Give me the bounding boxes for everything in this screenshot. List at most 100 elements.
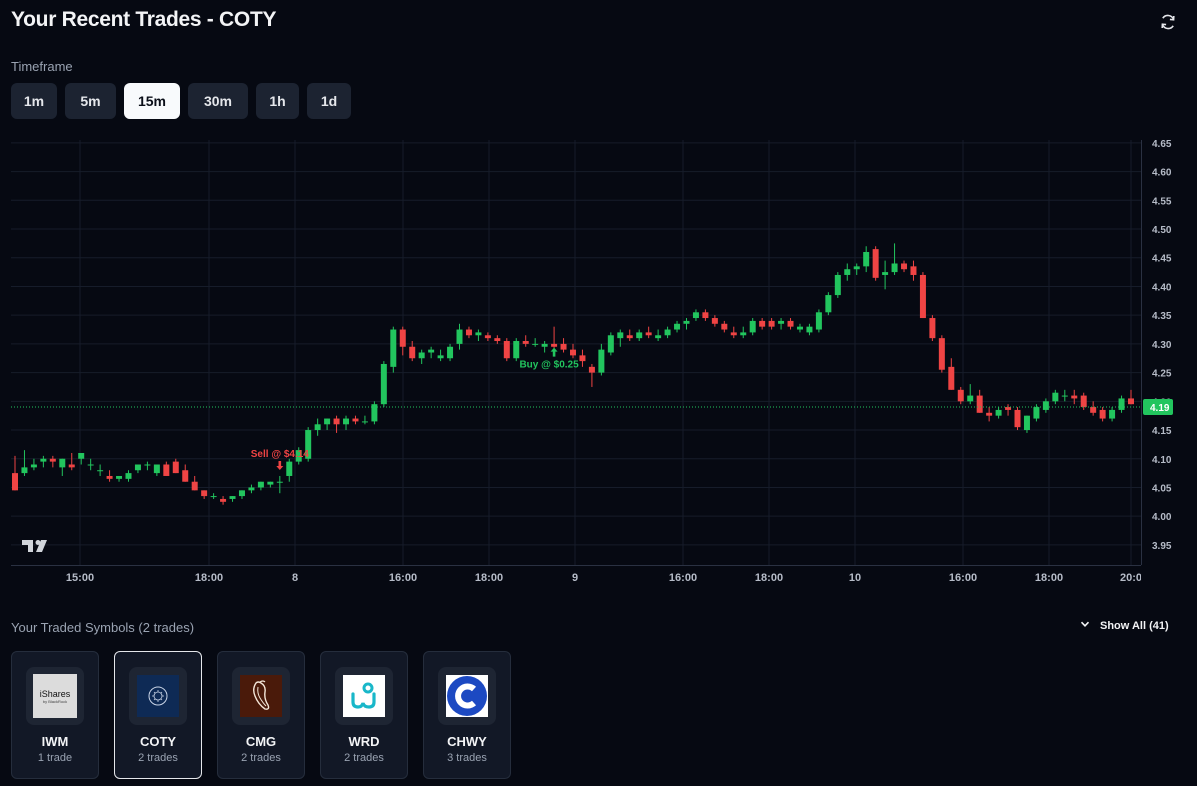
y-tick-label: 4.05 xyxy=(1152,483,1172,494)
candle-body xyxy=(655,335,662,339)
candle-body xyxy=(409,346,416,359)
y-tick-label: 4.55 xyxy=(1152,196,1172,207)
symbol-card-iwm[interactable]: iShares by BlackRock IWM 1 trade xyxy=(11,651,99,779)
candle-body xyxy=(976,395,983,413)
candle-body xyxy=(87,464,94,466)
timeframe-30m-button[interactable]: 30m xyxy=(188,83,248,119)
chewy-logo xyxy=(446,675,488,717)
candlestick-chart[interactable]: Sell @ $4.14 Buy @ $0.25 15:00 18:00 8 16:00 1… xyxy=(11,140,1141,588)
page-title: Your Recent Trades - COTY xyxy=(11,8,277,31)
candle-body xyxy=(1109,409,1116,419)
candle-body xyxy=(1118,398,1125,410)
timeframe-5m-button[interactable]: 5m xyxy=(65,83,116,119)
symbol-card-wrd[interactable]: WRD 2 trades xyxy=(320,651,408,779)
timeframe-selector: 1m 5m 15m 30m 1h 1d xyxy=(11,83,351,119)
candle-body xyxy=(551,343,558,347)
candle-body xyxy=(182,470,189,482)
candle-body xyxy=(324,418,331,425)
candle-body xyxy=(144,464,151,466)
refresh-icon[interactable] xyxy=(1158,12,1178,32)
show-all-button[interactable]: Show All (41) xyxy=(1080,619,1169,632)
candle-body xyxy=(787,320,794,327)
candle-body xyxy=(97,470,104,472)
candle-body xyxy=(588,366,595,373)
chevron-down-icon xyxy=(1080,619,1090,632)
x-tick-label: 16:00 xyxy=(389,572,417,584)
y-tick-label: 4.00 xyxy=(1152,512,1172,523)
candle-body xyxy=(664,329,671,336)
candle-body xyxy=(295,450,302,462)
y-tick-label: 4.60 xyxy=(1152,168,1172,179)
y-tick-label: 4.40 xyxy=(1152,282,1172,293)
candle-body xyxy=(1071,395,1078,399)
candle-body xyxy=(371,404,378,422)
candle-body xyxy=(418,352,425,359)
x-tick-label: 20:0 xyxy=(1120,572,1141,584)
x-tick-label: 16:00 xyxy=(669,572,697,584)
buy-arrow-icon xyxy=(550,347,558,357)
last-price-badge xyxy=(1143,399,1173,416)
candle-body xyxy=(957,389,964,402)
candle-body xyxy=(740,332,747,336)
candle-body xyxy=(674,323,681,330)
candle-body xyxy=(806,326,813,333)
symbol-card-cmg[interactable]: CMG 2 trades xyxy=(217,651,305,779)
candle-body xyxy=(1005,407,1012,410)
symbol-trade-count: 2 trades xyxy=(344,752,384,764)
candle-body xyxy=(882,272,889,275)
candle-body xyxy=(352,418,359,422)
candle-body xyxy=(465,329,472,336)
candle-body xyxy=(333,418,340,425)
symbol-trade-count: 1 trade xyxy=(37,752,73,764)
candle-body xyxy=(229,496,236,499)
coty-logo xyxy=(137,675,179,717)
candle-body xyxy=(12,473,18,491)
sell-arrow-icon xyxy=(276,460,284,470)
timeframe-1h-button[interactable]: 1h xyxy=(256,83,299,119)
candle-body xyxy=(721,323,728,330)
symbol-ticker: CMG xyxy=(245,734,277,749)
candle-body xyxy=(711,318,718,324)
x-tick-label: 18:00 xyxy=(195,572,223,584)
candle-body xyxy=(863,251,870,267)
candle-body xyxy=(106,475,113,479)
candle-body xyxy=(30,464,37,468)
candle-body xyxy=(163,464,170,476)
candle-body xyxy=(626,335,633,339)
candle-body xyxy=(768,320,775,327)
symbol-card-coty[interactable]: COTY 2 trades xyxy=(114,651,202,779)
candle-body xyxy=(59,458,66,468)
symbol-trade-count: 3 trades xyxy=(447,752,487,764)
candle-body xyxy=(872,249,879,278)
y-tick-label: 4.15 xyxy=(1152,426,1172,437)
symbol-list: iShares by BlackRock IWM 1 trade COTY 2 … xyxy=(11,651,511,779)
candle-body xyxy=(248,487,255,491)
symbol-ticker: CHWY xyxy=(447,734,487,749)
timeframe-15m-button[interactable]: 15m xyxy=(124,83,180,119)
y-tick-label: 3.95 xyxy=(1152,541,1172,552)
y-tick-label: 4.65 xyxy=(1152,140,1172,150)
candle-body xyxy=(380,363,387,405)
last-price-label: 4.19 xyxy=(1150,403,1170,414)
candle-body xyxy=(759,320,766,327)
candle-body xyxy=(986,412,993,416)
candle-body xyxy=(636,332,643,339)
candle-body xyxy=(257,481,264,488)
candle-body xyxy=(910,266,917,275)
x-tick-label: 8 xyxy=(292,572,298,584)
candle-body xyxy=(172,461,179,474)
timeframe-1m-button[interactable]: 1m xyxy=(11,83,57,119)
candle-body xyxy=(1023,415,1030,431)
candle-body xyxy=(560,343,567,350)
candle-body xyxy=(49,458,56,462)
candle-body xyxy=(891,263,898,273)
candle-body xyxy=(645,332,652,336)
candle-body xyxy=(125,473,132,479)
symbol-card-chwy[interactable]: CHWY 3 trades xyxy=(423,651,511,779)
candle-body xyxy=(153,464,160,474)
show-all-label: Show All (41) xyxy=(1100,619,1169,632)
timeframe-1d-button[interactable]: 1d xyxy=(307,83,351,119)
candle-body xyxy=(456,329,463,344)
candle-body xyxy=(484,335,491,339)
candle-body xyxy=(683,320,690,324)
